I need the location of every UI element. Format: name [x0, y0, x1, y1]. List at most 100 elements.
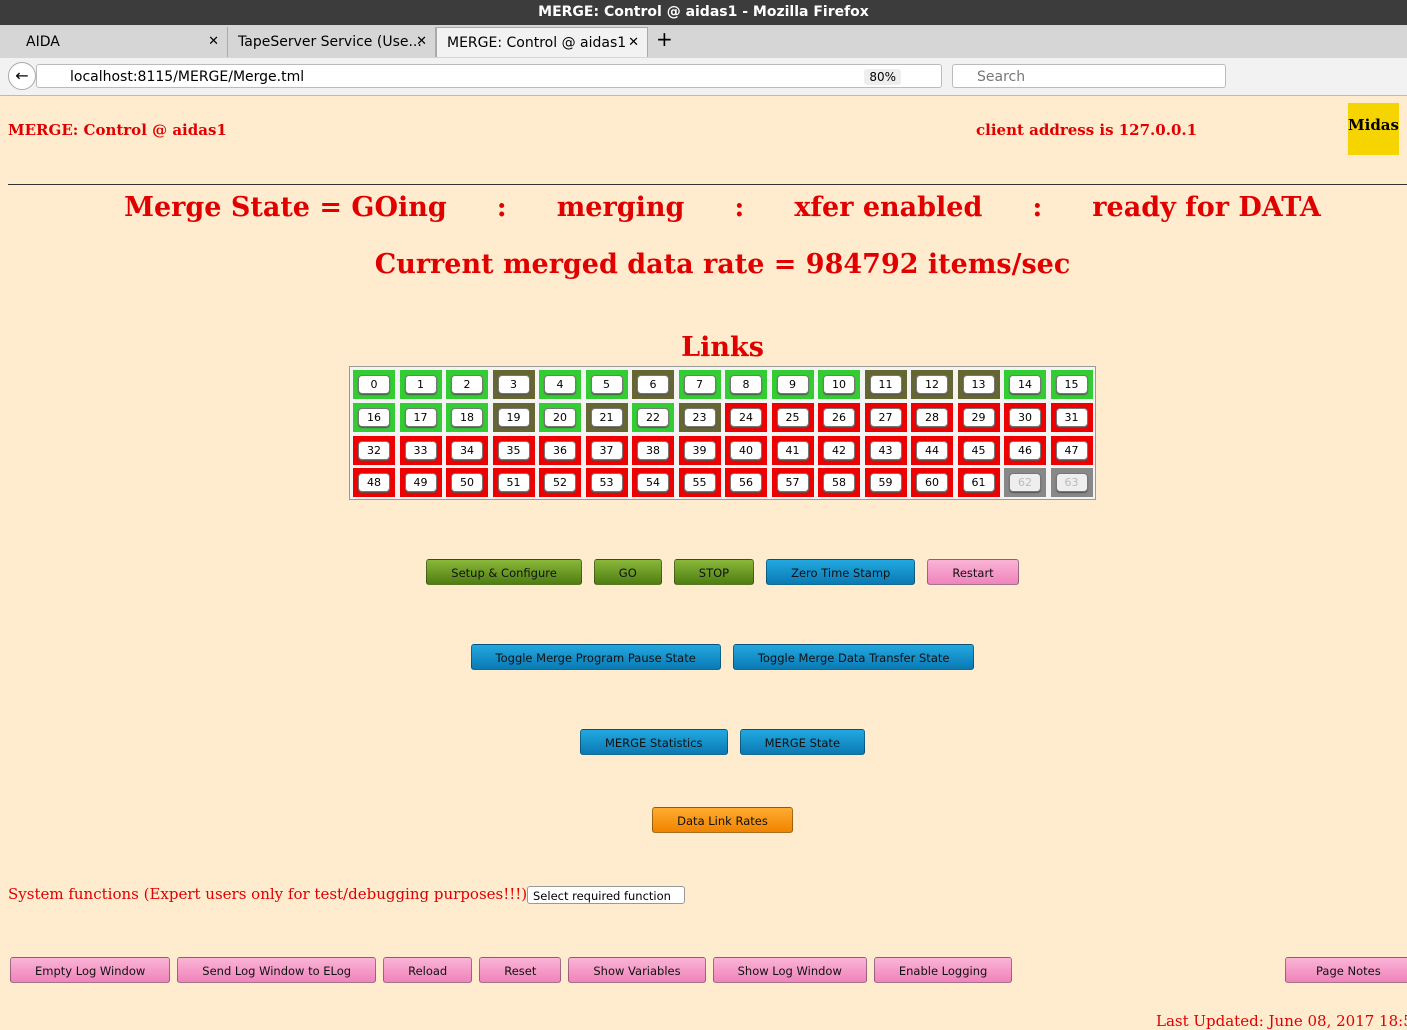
page-notes-button[interactable]: Page Notes — [1285, 957, 1407, 983]
link-button[interactable]: 7 — [683, 375, 716, 394]
button[interactable]: Show Log Window — [712, 957, 867, 983]
link-button[interactable]: 42 — [823, 440, 855, 460]
button[interactable]: Restart — [927, 559, 1019, 585]
link-button[interactable]: 56 — [730, 473, 762, 493]
link-button[interactable]: 14 — [1009, 375, 1041, 394]
link-button[interactable]: 49 — [404, 473, 437, 493]
link-button[interactable]: 40 — [730, 440, 762, 460]
state-part: : — [496, 192, 507, 223]
button[interactable]: Zero Time Stamp — [766, 559, 916, 585]
link-cell: 61 — [957, 468, 1000, 498]
link-button[interactable]: 62 — [1009, 473, 1041, 493]
link-button[interactable]: 5 — [590, 375, 623, 394]
link-button[interactable]: 19 — [497, 407, 530, 427]
button[interactable]: Data Link Rates — [652, 807, 793, 833]
button[interactable]: Show Variables — [568, 957, 706, 983]
link-cell: 17 — [399, 402, 442, 432]
link-button[interactable]: 4 — [544, 375, 576, 394]
link-button[interactable]: 18 — [451, 407, 483, 427]
button[interactable]: MERGE Statistics — [579, 729, 728, 755]
nav-bar: ← localhost:8115/MERGE/Merge.tml 80% Sear… — [0, 58, 1407, 96]
link-button[interactable]: 31 — [1055, 407, 1088, 427]
link-button[interactable]: 63 — [1055, 473, 1088, 493]
back-button[interactable]: ← — [8, 62, 36, 90]
button[interactable]: Setup & Configure — [426, 559, 582, 585]
link-button[interactable]: 9 — [776, 375, 809, 394]
tab[interactable]: MERGE: Control @ aidas1 ✕ — [436, 27, 648, 57]
search-bar[interactable]: Search — [952, 64, 1226, 88]
button[interactable]: STOP — [673, 559, 755, 585]
button[interactable]: GO — [593, 559, 662, 585]
link-button[interactable]: 30 — [1009, 407, 1041, 427]
link-button[interactable]: 60 — [916, 473, 948, 493]
link-button[interactable]: 6 — [637, 375, 669, 394]
link-button[interactable]: 1 — [404, 375, 437, 394]
link-button[interactable]: 46 — [1009, 440, 1041, 460]
link-button[interactable]: 48 — [358, 473, 390, 493]
button[interactable]: Reload — [383, 957, 473, 983]
button[interactable]: Enable Logging — [873, 957, 1013, 983]
link-button[interactable]: 57 — [776, 473, 809, 493]
button[interactable]: Reset — [479, 957, 562, 983]
link-button[interactable]: 32 — [358, 440, 390, 460]
link-button[interactable]: 50 — [451, 473, 483, 493]
link-button[interactable]: 24 — [730, 407, 762, 427]
link-button[interactable]: 17 — [404, 407, 437, 427]
link-button[interactable]: 22 — [637, 407, 669, 427]
link-button[interactable]: 52 — [544, 473, 576, 493]
link-button[interactable]: 12 — [916, 375, 948, 394]
link-button[interactable]: 41 — [776, 440, 809, 460]
link-button[interactable]: 35 — [497, 440, 530, 460]
link-button[interactable]: 44 — [916, 440, 948, 460]
link-button[interactable]: 61 — [962, 473, 995, 493]
link-button[interactable]: 25 — [776, 407, 809, 427]
link-button[interactable]: 33 — [404, 440, 437, 460]
link-button[interactable]: 36 — [544, 440, 576, 460]
button[interactable]: MERGE State — [739, 729, 866, 755]
state-part: xfer enabled — [794, 192, 983, 223]
zoom[interactable]: 80% — [864, 69, 901, 85]
link-button[interactable]: 27 — [869, 407, 902, 427]
url-bar[interactable]: localhost:8115/MERGE/Merge.tml 80% — [36, 64, 942, 88]
link-button[interactable]: 10 — [823, 375, 855, 394]
link-button[interactable]: 28 — [916, 407, 948, 427]
link-cell: 6 — [632, 370, 674, 399]
button[interactable]: Toggle Merge Data Transfer State — [732, 644, 975, 670]
link-button[interactable]: 54 — [637, 473, 669, 493]
link-button[interactable]: 39 — [683, 440, 716, 460]
button[interactable]: Toggle Merge Program Pause State — [470, 644, 721, 670]
link-button[interactable]: 21 — [590, 407, 623, 427]
link-button[interactable]: 15 — [1055, 375, 1088, 394]
link-button[interactable]: 23 — [683, 407, 716, 427]
link-button[interactable]: 0 — [358, 375, 390, 394]
link-cell: 20 — [539, 402, 581, 432]
link-button[interactable]: 11 — [869, 375, 902, 394]
link-button[interactable]: 59 — [869, 473, 902, 493]
link-cell: 8 — [725, 370, 767, 399]
link-button[interactable]: 29 — [962, 407, 995, 427]
link-button[interactable]: 8 — [730, 375, 762, 394]
link-button[interactable]: 26 — [823, 407, 855, 427]
link-button[interactable]: 53 — [590, 473, 623, 493]
button[interactable]: Empty Log Window — [10, 957, 171, 983]
link-button[interactable]: 51 — [497, 473, 530, 493]
link-button[interactable]: 58 — [823, 473, 855, 493]
link-button[interactable]: 13 — [962, 375, 995, 394]
link-button[interactable]: 47 — [1055, 440, 1088, 460]
link-button[interactable]: 55 — [683, 473, 716, 493]
button[interactable]: Send Log Window to ELog — [177, 957, 377, 983]
link-button[interactable]: 34 — [451, 440, 483, 460]
new-tab[interactable]: + — [656, 27, 673, 51]
links-title: Links — [681, 332, 764, 363]
tab[interactable]: AIDA ✕ — [16, 27, 228, 57]
link-button[interactable]: 45 — [962, 440, 995, 460]
tab[interactable]: TapeServer Service (Use... ✕ — [228, 27, 436, 57]
function-select[interactable]: Select required function — [527, 886, 685, 904]
link-button[interactable]: 16 — [358, 407, 390, 427]
link-button[interactable]: 2 — [451, 375, 483, 394]
link-button[interactable]: 43 — [869, 440, 902, 460]
link-button[interactable]: 20 — [544, 407, 576, 427]
link-button[interactable]: 38 — [637, 440, 669, 460]
link-button[interactable]: 37 — [590, 440, 623, 460]
link-button[interactable]: 3 — [497, 375, 530, 394]
